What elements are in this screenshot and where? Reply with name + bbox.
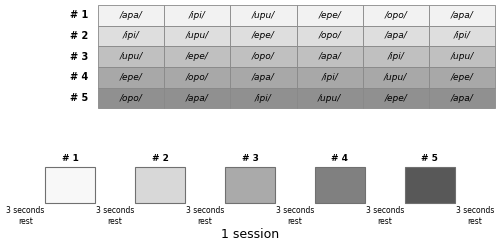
Text: # 2: # 2 xyxy=(152,154,168,163)
Text: /apa/: /apa/ xyxy=(120,11,142,20)
Text: # 1: # 1 xyxy=(62,154,78,163)
Text: /opo/: /opo/ xyxy=(384,11,407,20)
Text: /upu/: /upu/ xyxy=(120,52,143,61)
Text: /epe/: /epe/ xyxy=(384,94,407,103)
Text: /opo/: /opo/ xyxy=(318,31,341,41)
Text: /upu/: /upu/ xyxy=(450,52,473,61)
Bar xyxy=(296,46,362,67)
Bar xyxy=(230,67,296,88)
Bar xyxy=(164,26,230,46)
Bar xyxy=(98,26,164,46)
Text: /ipi/: /ipi/ xyxy=(321,73,338,82)
Bar xyxy=(164,5,230,26)
Text: /opo/: /opo/ xyxy=(120,94,142,103)
Bar xyxy=(226,167,274,203)
Bar xyxy=(98,5,164,26)
Text: 3 seconds
rest: 3 seconds rest xyxy=(366,206,404,226)
Bar xyxy=(429,26,495,46)
Bar xyxy=(296,67,362,88)
Text: /apa/: /apa/ xyxy=(384,31,407,41)
Bar xyxy=(296,26,362,46)
Text: /ipi/: /ipi/ xyxy=(454,31,470,41)
Text: /ipi/: /ipi/ xyxy=(189,11,206,20)
Text: # 1: # 1 xyxy=(70,10,88,20)
Text: /upu/: /upu/ xyxy=(186,31,209,41)
Bar xyxy=(362,5,429,26)
Text: # 3: # 3 xyxy=(242,154,258,163)
Text: /ipi/: /ipi/ xyxy=(388,52,404,61)
Text: /apa/: /apa/ xyxy=(450,94,473,103)
Bar xyxy=(164,67,230,88)
Text: 1 session: 1 session xyxy=(221,228,279,241)
Text: /opo/: /opo/ xyxy=(252,52,275,61)
Bar xyxy=(98,67,164,88)
Bar xyxy=(429,46,495,67)
Text: 3 seconds
rest: 3 seconds rest xyxy=(6,206,44,226)
Bar xyxy=(98,46,164,67)
Text: /upu/: /upu/ xyxy=(384,73,407,82)
Bar xyxy=(405,167,454,203)
Bar xyxy=(296,5,362,26)
Text: /epe/: /epe/ xyxy=(450,73,473,82)
Bar xyxy=(362,46,429,67)
Bar xyxy=(136,167,185,203)
Bar xyxy=(362,88,429,108)
Text: # 3: # 3 xyxy=(70,52,88,62)
Text: 3 seconds
rest: 3 seconds rest xyxy=(96,206,134,226)
Text: /ipi/: /ipi/ xyxy=(123,31,140,41)
Bar xyxy=(362,26,429,46)
Text: # 2: # 2 xyxy=(70,31,88,41)
Bar xyxy=(230,26,296,46)
Bar xyxy=(362,67,429,88)
Bar xyxy=(164,88,230,108)
Text: /apa/: /apa/ xyxy=(318,52,341,61)
Bar xyxy=(315,167,364,203)
Bar xyxy=(230,88,296,108)
Text: /upu/: /upu/ xyxy=(252,11,275,20)
Text: /opo/: /opo/ xyxy=(186,73,208,82)
Text: /epe/: /epe/ xyxy=(120,73,142,82)
Text: /apa/: /apa/ xyxy=(252,73,275,82)
Text: 3 seconds
rest: 3 seconds rest xyxy=(186,206,224,226)
Text: /epe/: /epe/ xyxy=(186,52,208,61)
Text: # 4: # 4 xyxy=(70,72,88,82)
Bar xyxy=(296,88,362,108)
Text: /ipi/: /ipi/ xyxy=(255,94,272,103)
Bar xyxy=(429,88,495,108)
Bar xyxy=(429,5,495,26)
Text: # 5: # 5 xyxy=(422,154,438,163)
Text: 3 seconds
rest: 3 seconds rest xyxy=(276,206,314,226)
Bar xyxy=(46,167,95,203)
Bar xyxy=(230,5,296,26)
Bar xyxy=(429,67,495,88)
Bar xyxy=(98,88,164,108)
Text: /apa/: /apa/ xyxy=(450,11,473,20)
Text: /epe/: /epe/ xyxy=(252,31,275,41)
Text: # 4: # 4 xyxy=(332,154,348,163)
Text: /epe/: /epe/ xyxy=(318,11,341,20)
Bar xyxy=(164,46,230,67)
Text: # 5: # 5 xyxy=(70,93,88,103)
Text: 3 seconds
rest: 3 seconds rest xyxy=(456,206,494,226)
Text: /upu/: /upu/ xyxy=(318,94,341,103)
Text: /apa/: /apa/ xyxy=(186,94,208,103)
Bar xyxy=(230,46,296,67)
